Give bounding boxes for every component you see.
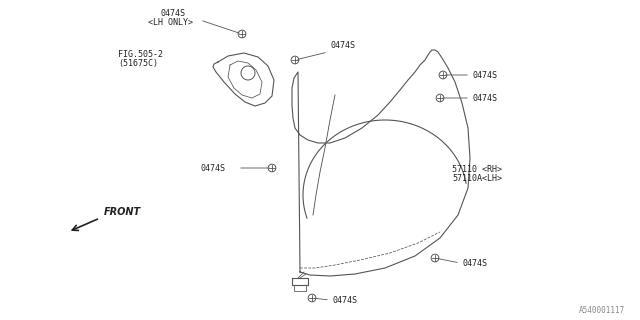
Text: 0474S: 0474S xyxy=(330,41,355,50)
Text: FIG.505-2: FIG.505-2 xyxy=(118,50,163,59)
Text: 0474S: 0474S xyxy=(472,71,497,80)
Text: 0474S: 0474S xyxy=(332,296,357,305)
Text: 57110A<LH>: 57110A<LH> xyxy=(452,174,502,183)
Text: 0474S: 0474S xyxy=(472,94,497,103)
Text: A540001117: A540001117 xyxy=(579,306,625,315)
Text: (51675C): (51675C) xyxy=(118,59,158,68)
Text: 57110 <RH>: 57110 <RH> xyxy=(452,165,502,174)
Text: 0474S: 0474S xyxy=(160,9,185,18)
Text: FRONT: FRONT xyxy=(104,207,141,217)
Text: 0474S: 0474S xyxy=(462,259,487,268)
Text: 0474S: 0474S xyxy=(200,164,225,173)
Text: <LH ONLY>: <LH ONLY> xyxy=(148,18,193,27)
